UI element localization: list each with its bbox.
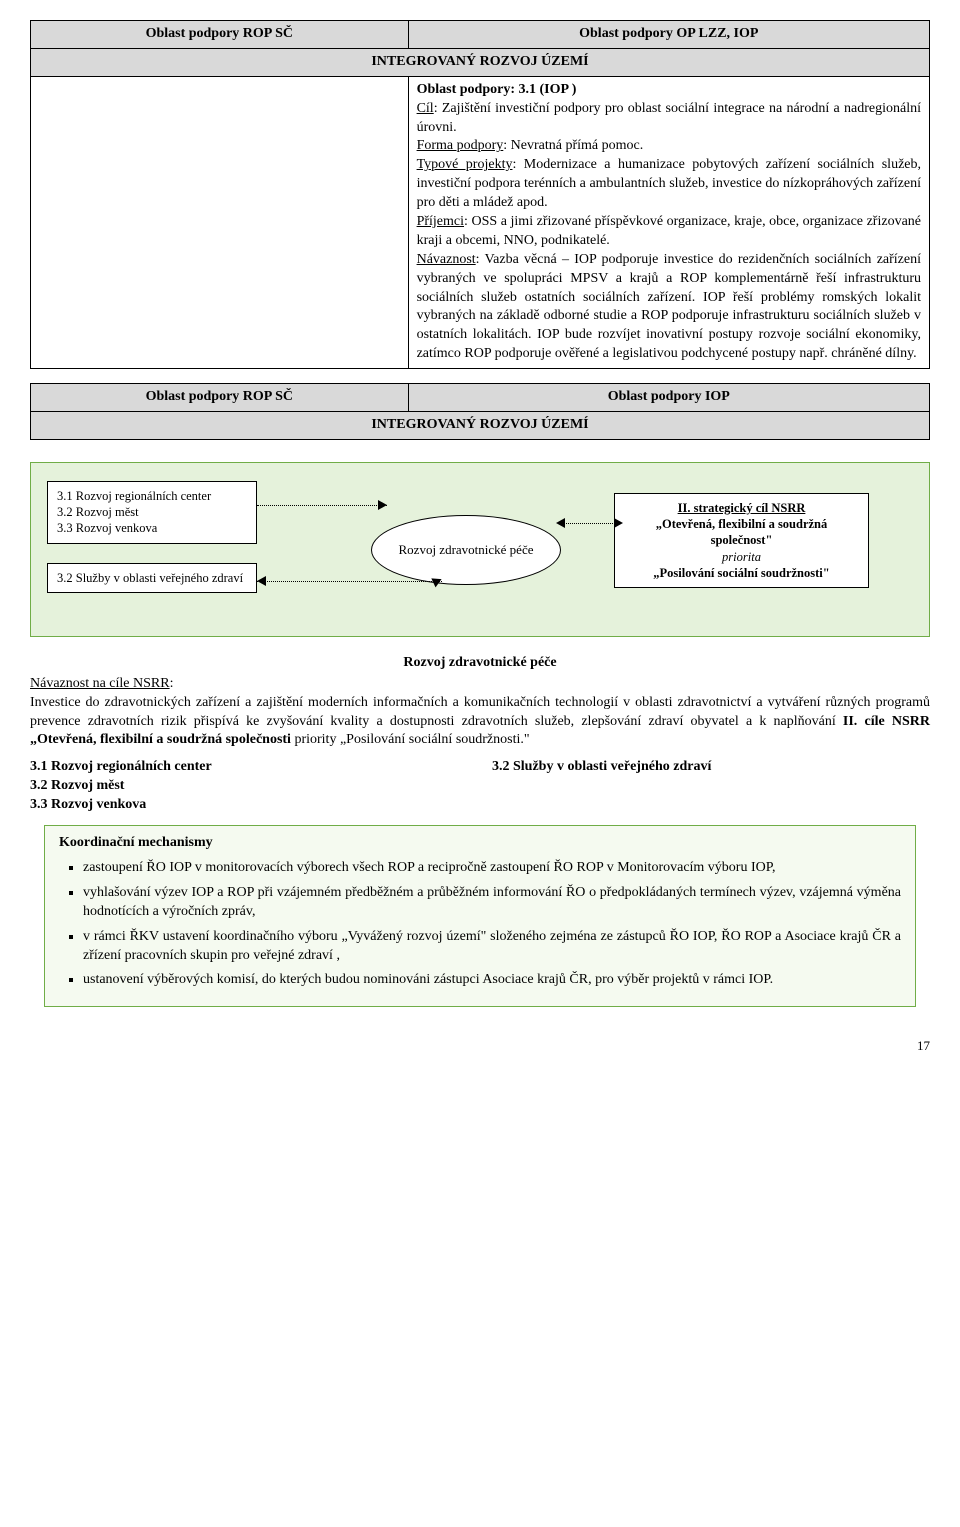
- connector-2: [257, 581, 442, 582]
- table-2: Oblast podpory ROP SČ Oblast podpory IOP…: [30, 383, 930, 440]
- diagram-left-top-box: 3.1 Rozvoj regionálních center 3.2 Rozvo…: [47, 481, 257, 544]
- rb-l4: „Posilování sociální soudržnosti": [624, 565, 859, 581]
- t1-forma-label: Forma podpory: [417, 138, 504, 153]
- t1-typ-label: Typové projekty: [417, 157, 513, 172]
- arrowhead-icon: [614, 518, 623, 528]
- gb-item: vyhlašování výzev IOP a ROP při vzájemné…: [83, 884, 901, 922]
- rb-l2: „Otevřená, flexibilní a soudržná společn…: [624, 516, 859, 549]
- t1-content-cell: Oblast podpory: 3.1 (IOP ) Cíl: Zajištěn…: [408, 76, 929, 368]
- lc-l1: 3.1 Rozvoj regionálních center: [30, 758, 468, 777]
- lc-l3: 3.3 Rozvoj venkova: [30, 796, 468, 815]
- diagram-right-box: II. strategický cíl NSRR „Otevřená, flex…: [614, 493, 869, 588]
- t2-col2-header: Oblast podpory IOP: [408, 384, 929, 412]
- gb-title: Koordinační mechanismy: [59, 834, 901, 853]
- lb-text: 3.2 Služby v oblasti veřejného zdraví: [57, 571, 243, 585]
- t1-forma-text: : Nevratná přímá pomoc.: [503, 138, 643, 153]
- t2-col1-header: Oblast podpory ROP SČ: [31, 384, 409, 412]
- diagram: 3.1 Rozvoj regionálních center 3.2 Rozvo…: [30, 462, 930, 637]
- t1-nav-label: Návaznost: [417, 252, 476, 267]
- gb-list: zastoupení ŘO IOP v monitorovacích výbor…: [59, 859, 901, 990]
- nav-label: Návaznost na cíle NSRR: [30, 676, 170, 691]
- t1-empty-cell: [31, 76, 409, 368]
- nav-text2: priority „Posilování sociální soudržnost…: [291, 732, 530, 747]
- rc-l1: 3.2 Služby v oblasti veřejného zdraví: [492, 758, 930, 777]
- t2-band: INTEGROVANÝ ROZVOJ ÚZEMÍ: [31, 412, 930, 440]
- section2-nav-para: Návaznost na cíle NSRR: Investice do zdr…: [30, 675, 930, 751]
- diagram-ellipse: Rozvoj zdravotnické péče: [371, 515, 561, 585]
- gb-item: zastoupení ŘO IOP v monitorovacích výbor…: [83, 859, 901, 878]
- diagram-left-bot-box: 3.2 Služby v oblasti veřejného zdraví: [47, 563, 257, 593]
- arrowhead-icon: [556, 518, 565, 528]
- gb-item: v rámci ŘKV ustavení koordinačního výbor…: [83, 928, 901, 966]
- section2-two-col: 3.1 Rozvoj regionálních center 3.2 Rozvo…: [30, 758, 930, 815]
- t1-oblast: Oblast podpory: 3.1 (IOP ): [417, 81, 921, 100]
- ellipse-text: Rozvoj zdravotnické péče: [399, 541, 534, 559]
- coord-mech-box: Koordinační mechanismy zastoupení ŘO IOP…: [44, 825, 916, 1007]
- page-number: 17: [30, 1037, 930, 1055]
- lt-l1: 3.1 Rozvoj regionálních center: [57, 488, 247, 504]
- connector-1: [257, 505, 387, 506]
- t1-prij-text: : OSS a jimi zřizované příspěvkové organ…: [417, 214, 921, 248]
- t1-col1-header: Oblast podpory ROP SČ: [31, 21, 409, 49]
- gb-item: ustanovení výběrových komisí, do kterých…: [83, 971, 901, 990]
- rb-l1: II. strategický cíl NSRR: [624, 500, 859, 516]
- lc-l2: 3.2 Rozvoj měst: [30, 777, 468, 796]
- table-1: Oblast podpory ROP SČ Oblast podpory OP …: [30, 20, 930, 369]
- t1-cil-text: : Zajištění investiční podpory pro oblas…: [417, 101, 921, 135]
- connector-3: [561, 523, 621, 524]
- t1-cil-label: Cíl: [417, 101, 434, 116]
- nav-text: Investice do zdravotnických zařízení a z…: [30, 695, 930, 729]
- arrowhead-icon: [257, 576, 266, 586]
- rb-l3: priorita: [624, 549, 859, 565]
- section2-title: Rozvoj zdravotnické péče: [30, 654, 930, 673]
- lt-l3: 3.3 Rozvoj venkova: [57, 520, 247, 536]
- lt-l2: 3.2 Rozvoj měst: [57, 504, 247, 520]
- t1-prij-label: Příjemci: [417, 214, 464, 229]
- t1-nav-text: : Vazba věcná – IOP podporuje investice …: [417, 252, 921, 361]
- arrowhead-icon: [378, 500, 387, 510]
- t1-band: INTEGROVANÝ ROZVOJ ÚZEMÍ: [31, 48, 930, 76]
- t1-col2-header: Oblast podpory OP LZZ, IOP: [408, 21, 929, 49]
